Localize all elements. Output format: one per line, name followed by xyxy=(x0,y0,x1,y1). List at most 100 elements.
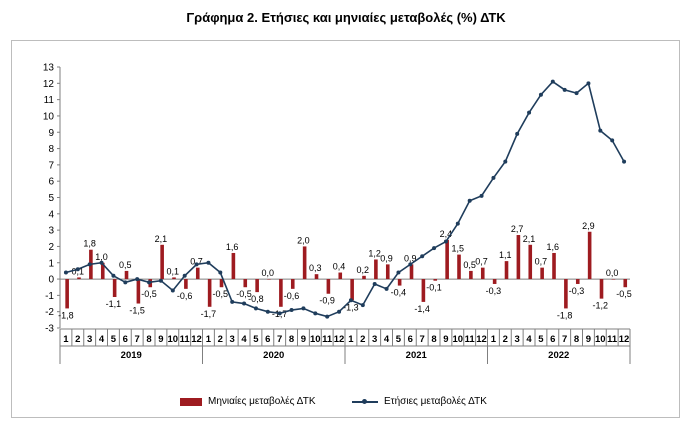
legend-item-line: Ετήσιες μεταβολές ΔΤΚ xyxy=(352,396,487,407)
y-tick-label: 11 xyxy=(44,95,55,106)
bar-data-label: 0,1 xyxy=(167,266,180,276)
x-month-label: 1 xyxy=(491,334,497,345)
y-tick-label: -3 xyxy=(45,324,54,335)
legend-item-bars: Μηνιαίες μεταβολές ΔΤΚ xyxy=(180,396,316,407)
bar-data-label: 0,4 xyxy=(333,262,346,272)
bar-data-label: 1,6 xyxy=(547,242,560,252)
annual-point xyxy=(63,270,68,275)
bar-data-label: -0,6 xyxy=(284,291,300,301)
bar-data-label: 0,5 xyxy=(463,260,476,270)
annual-point xyxy=(99,260,104,265)
y-tick-label: 0 xyxy=(48,275,54,286)
bar-data-label: 0,7 xyxy=(475,257,488,267)
x-month-label: 11 xyxy=(465,334,476,345)
annual-point xyxy=(527,110,532,115)
bar-monthly xyxy=(469,270,473,280)
x-month-label: 9 xyxy=(158,334,163,345)
y-tick-label: 6 xyxy=(48,177,54,188)
y-tick-label: 3 xyxy=(48,226,54,237)
x-month-label: 10 xyxy=(453,334,464,345)
bar-monthly xyxy=(516,235,521,280)
x-month-label: 4 xyxy=(99,334,105,345)
annual-point xyxy=(170,288,175,293)
bar-monthly xyxy=(623,279,628,288)
bar-data-label: -1,2 xyxy=(593,301,609,311)
bar-data-label: -0,6 xyxy=(177,291,193,301)
annual-point xyxy=(515,131,520,136)
bar-data-label: 0,0 xyxy=(262,268,275,278)
x-month-label: 1 xyxy=(63,334,69,345)
x-month-label: 6 xyxy=(265,334,270,345)
x-month-label: 11 xyxy=(607,334,618,345)
y-tick-label: 13 xyxy=(43,63,55,74)
x-month-label: 9 xyxy=(586,334,591,345)
bar-data-label: 0,2 xyxy=(357,265,370,275)
bar-monthly xyxy=(445,239,449,280)
bar-data-label: -1,1 xyxy=(106,299,122,309)
x-month-label: 8 xyxy=(574,334,579,345)
bar-data-label: -1,8 xyxy=(58,310,74,320)
x-month-label: 9 xyxy=(443,334,448,345)
bar-monthly xyxy=(528,244,533,280)
y-tick-label: 12 xyxy=(43,79,55,90)
bar-monthly xyxy=(100,262,105,280)
x-year-label: 2019 xyxy=(121,350,142,361)
x-month-label: 6 xyxy=(408,334,413,345)
x-month-label: 8 xyxy=(431,334,436,345)
bar-data-label: 2,1 xyxy=(155,234,168,244)
bar-monthly xyxy=(374,259,378,280)
bar-monthly xyxy=(255,279,259,293)
x-month-label: 12 xyxy=(191,334,202,345)
annual-point xyxy=(443,239,448,244)
x-month-label: 2 xyxy=(360,334,365,345)
annual-point xyxy=(550,79,555,84)
bar-data-label: -1,7 xyxy=(201,309,217,319)
bar-monthly xyxy=(195,267,200,280)
bar-data-label: -0,1 xyxy=(426,283,442,293)
annual-point xyxy=(158,278,163,283)
bar-monthly xyxy=(504,261,509,280)
bar-monthly xyxy=(290,279,295,289)
annual-point xyxy=(218,270,223,275)
annual-point xyxy=(586,81,591,86)
annual-point xyxy=(420,254,425,259)
bar-monthly xyxy=(184,279,188,289)
annual-point xyxy=(598,128,603,133)
bar-monthly xyxy=(409,264,414,280)
bar-monthly xyxy=(421,279,426,302)
annual-point xyxy=(111,273,116,278)
bar-monthly xyxy=(540,267,544,280)
legend-bar-swatch xyxy=(180,397,202,406)
bar-monthly xyxy=(279,279,283,307)
x-month-label: 2 xyxy=(75,334,80,345)
bar-monthly xyxy=(231,252,236,280)
bar-data-label: 1,6 xyxy=(226,242,239,252)
y-tick-label: 8 xyxy=(48,144,54,155)
bar-data-label: -1,5 xyxy=(129,306,145,316)
x-month-label: 10 xyxy=(168,334,179,345)
annual-point xyxy=(337,309,342,314)
bar-data-label: -1,4 xyxy=(414,304,430,314)
annual-point xyxy=(325,314,330,319)
y-tick-label: -2 xyxy=(45,307,54,318)
y-tick-label: 2 xyxy=(48,242,54,253)
bar-monthly xyxy=(552,252,556,280)
bar-data-label: 0,1 xyxy=(72,266,85,276)
annual-point xyxy=(242,301,247,306)
x-month-label: 6 xyxy=(123,334,128,345)
bar-data-label: 2,0 xyxy=(297,235,310,245)
bar-monthly xyxy=(219,279,224,288)
bar-data-label: 0,9 xyxy=(404,253,417,263)
x-month-label: 11 xyxy=(322,334,333,345)
x-year-label: 2020 xyxy=(263,350,284,361)
bar-monthly xyxy=(267,279,271,280)
x-month-label: 4 xyxy=(526,334,532,345)
bar-monthly xyxy=(480,267,485,280)
bar-monthly xyxy=(587,231,592,280)
x-month-label: 12 xyxy=(619,334,630,345)
annual-point xyxy=(360,303,365,308)
bar-data-label: 1,0 xyxy=(95,252,108,262)
annual-point xyxy=(372,281,377,286)
x-month-label: 5 xyxy=(396,334,402,345)
bar-data-label: 0,0 xyxy=(606,268,619,278)
